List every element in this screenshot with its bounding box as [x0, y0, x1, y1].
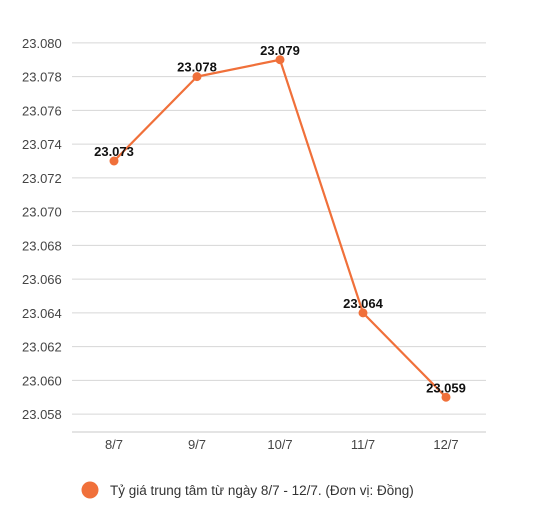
- y-tick-label: 23.080: [22, 36, 62, 51]
- data-point: [275, 55, 285, 65]
- y-tick-label: 23.076: [22, 103, 62, 118]
- x-tick-label: 9/7: [188, 437, 206, 452]
- x-tick-label: 11/7: [351, 437, 375, 452]
- y-tick-label: 23.064: [22, 306, 62, 321]
- data-point: [109, 156, 119, 166]
- data-point: [441, 392, 451, 402]
- x-tick-label: 12/7: [433, 437, 458, 452]
- data-labels: 23.073 23.078 23.079 23.064 23.059: [94, 43, 466, 396]
- y-tick-label: 23.062: [22, 340, 62, 355]
- y-tick-label: 23.074: [22, 137, 62, 152]
- data-label: 23.078: [177, 60, 217, 75]
- legend-label: Tỷ giá trung tâm từ ngày 8/7 - 12/7. (Đơ…: [110, 483, 414, 498]
- data-label: 23.064: [343, 296, 384, 311]
- y-axis-ticks: 23.080 23.078 23.076 23.074 23.072 23.070 23.0…: [22, 36, 62, 422]
- legend: Tỷ giá trung tâm từ ngày 8/7 - 12/7. (Đơ…: [81, 481, 414, 499]
- x-tick-label: 8/7: [105, 437, 123, 452]
- y-tick-label: 23.066: [22, 272, 62, 287]
- data-label: 23.059: [426, 380, 466, 395]
- data-point: [358, 308, 368, 318]
- legend-marker: [81, 481, 99, 499]
- data-label: 23.073: [94, 144, 134, 159]
- x-tick-label: 10/7: [267, 437, 292, 452]
- grid-lines: [72, 42, 486, 433]
- y-tick-label: 23.072: [22, 171, 62, 186]
- data-point: [192, 72, 202, 82]
- data-label: 23.079: [260, 43, 300, 58]
- y-tick-label: 23.078: [22, 70, 62, 85]
- y-tick-label: 23.070: [22, 205, 62, 220]
- x-axis-ticks: 8/7 9/7 10/7 11/7 12/7: [105, 437, 459, 452]
- y-tick-label: 23.068: [22, 238, 62, 253]
- y-tick-label: 23.058: [22, 407, 62, 422]
- y-tick-label: 23.060: [22, 373, 62, 388]
- series-line-group: [109, 55, 451, 402]
